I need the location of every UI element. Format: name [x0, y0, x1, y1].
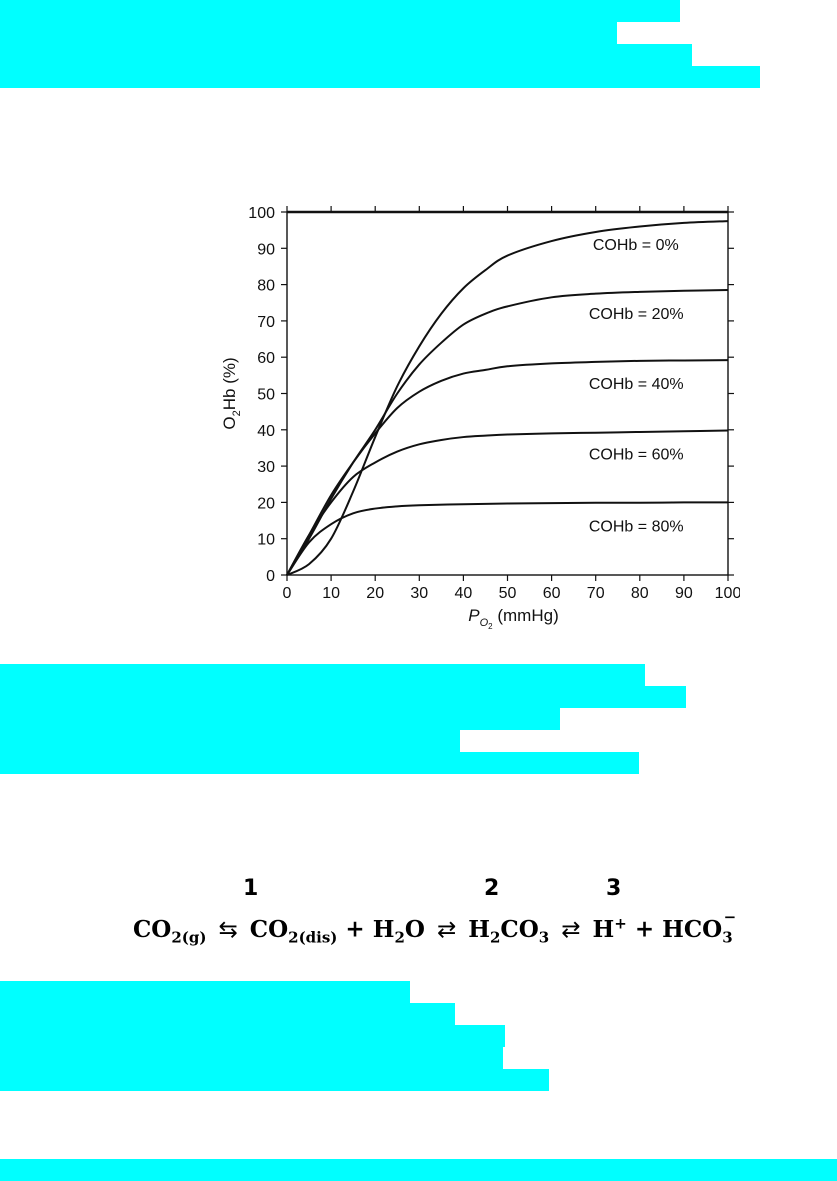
- x-tick-label: 100: [715, 585, 740, 602]
- redaction-block-2c: [0, 708, 560, 730]
- co2-dissolved: CO2(dis): [249, 915, 338, 947]
- redaction-block-1b: [0, 22, 617, 44]
- x-tick-label: 40: [455, 585, 473, 602]
- x-tick-label: 70: [587, 585, 605, 602]
- step-number-2: 2: [484, 876, 500, 901]
- series-line-2: [286, 289, 729, 576]
- y-tick-label: 40: [257, 423, 275, 440]
- series-label-1: COHb = 0%: [593, 237, 679, 254]
- equilibrium-arrow-2: ⇄: [436, 916, 457, 943]
- redaction-block-3e: [0, 1069, 549, 1091]
- y-tick-label: 0: [266, 568, 275, 585]
- redaction-block-2a: [0, 664, 645, 686]
- carbonic-acid: H2CO3: [468, 915, 550, 947]
- step-number-3: 3: [606, 876, 622, 901]
- oxygen-dissociation-chart: 0 10 20 30 40 50 60 70 80 90 100 0 10 20 30 40 50 60 70 80 9…: [220, 205, 740, 631]
- redaction-block-1d: [0, 66, 760, 88]
- redaction-block-2b: [0, 686, 686, 708]
- redaction-block-1a: [0, 0, 680, 22]
- redaction-block-3c: [0, 1025, 505, 1047]
- x-tick-label: 30: [410, 585, 428, 602]
- y-tick-label: 30: [257, 459, 275, 476]
- equilibrium-arrow-1: ⇆: [218, 916, 238, 943]
- x-tick-label: 0: [283, 585, 292, 602]
- redaction-block-2e: [0, 752, 639, 774]
- redaction-block-1c: [0, 44, 692, 66]
- y-tick-label: 70: [257, 314, 275, 331]
- x-tick-label: 10: [322, 585, 340, 602]
- y-tick-label: 60: [257, 350, 275, 367]
- equation-step-numbers: 1 2 3: [0, 876, 837, 904]
- redaction-block-2d: [0, 730, 460, 752]
- plus-sign: +: [345, 915, 365, 943]
- y-axis-label: O2Hb (%): [220, 357, 243, 429]
- series-label-5: COHb = 80%: [589, 518, 684, 535]
- redaction-block-3b: [0, 1003, 455, 1025]
- x-tick-label: 60: [543, 585, 561, 602]
- bicarbonate-ion: HCO3−: [662, 908, 737, 947]
- redaction-block-4: [0, 1159, 837, 1181]
- carbonic-acid-equation: CO2(g) ⇆ CO2(dis) + H2O ⇄ H2CO3 ⇄ H+ + H…: [133, 908, 737, 947]
- y-tick-label: 80: [257, 278, 275, 295]
- equilibrium-arrow-3: ⇄: [561, 916, 581, 943]
- series-line-3: [286, 359, 729, 576]
- series-line-4: [286, 429, 729, 576]
- y-tick-label: 20: [257, 495, 275, 512]
- x-tick-label: 90: [675, 585, 693, 602]
- redaction-block-3a: [0, 981, 410, 1003]
- y-tick-label: 90: [257, 241, 275, 258]
- series-line-5: [286, 501, 729, 576]
- water: H2O: [372, 915, 425, 947]
- x-axis-label: PO2 (mmHg): [468, 606, 558, 631]
- series-label-4: COHb = 60%: [589, 447, 684, 464]
- series-label-2: COHb = 20%: [589, 306, 684, 323]
- y-tick-label: 10: [257, 532, 275, 549]
- hydrogen-ion: H+: [592, 914, 627, 943]
- y-tick-label: 50: [257, 387, 275, 404]
- step-number-1: 1: [243, 876, 259, 901]
- y-tick-label: 100: [248, 205, 275, 222]
- plus-sign-2: +: [634, 915, 655, 943]
- x-tick-label: 20: [366, 585, 384, 602]
- series-label-3: COHb = 40%: [589, 376, 684, 393]
- co2-gas: CO2(g): [133, 915, 207, 947]
- redaction-block-3d: [0, 1047, 503, 1069]
- x-tick-label: 50: [499, 585, 517, 602]
- x-tick-label: 80: [631, 585, 649, 602]
